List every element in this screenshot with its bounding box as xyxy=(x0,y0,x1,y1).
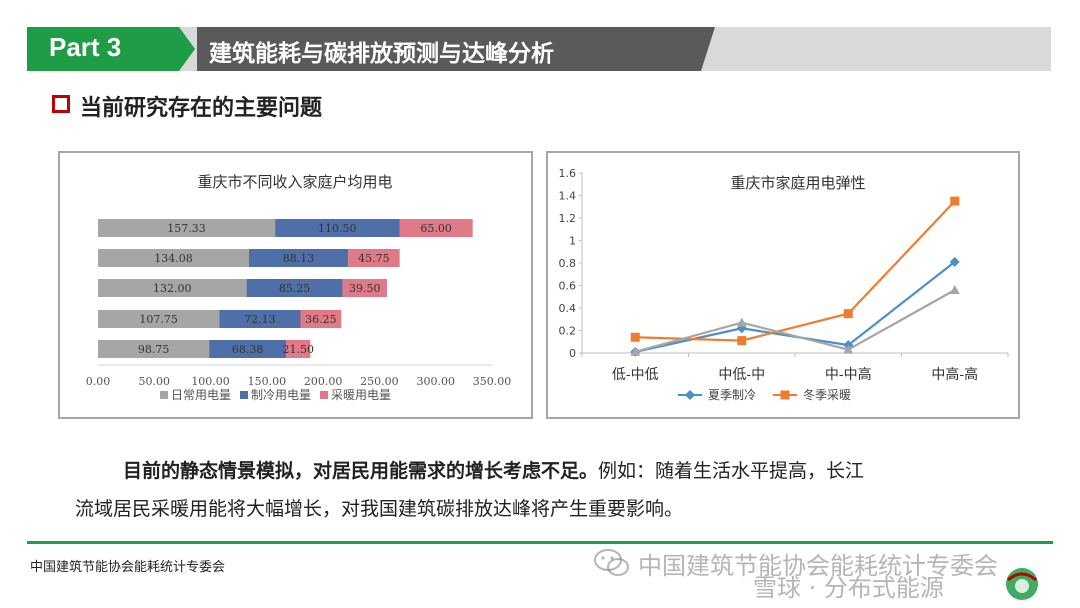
bar-segment xyxy=(248,249,349,267)
x-tick-label: 150.00 xyxy=(248,375,287,388)
point-marker xyxy=(737,336,747,346)
series-line xyxy=(634,289,956,353)
bar-segment xyxy=(98,310,220,328)
legend-swatch xyxy=(160,391,168,399)
elasticity-line-chart: 0 0.2 0.4 0.6 0.8 1 1.2 1.4 1.6 低-中低 中低-中 中-中高 中高-高 重… xyxy=(559,167,1009,402)
bar-data-label: 85.25 xyxy=(279,282,311,295)
bar-data-label: 68.38 xyxy=(232,343,264,356)
y-tick-label: 0.8 xyxy=(559,257,577,270)
part-label: Part 3 xyxy=(49,32,122,62)
bar-segment xyxy=(300,310,342,328)
title-bar: 建筑能耗与碳排放预测与达峰分析 xyxy=(197,27,701,71)
part-arrow xyxy=(179,27,195,71)
y-tick-label: 0.4 xyxy=(559,302,577,315)
point-marker xyxy=(780,390,790,400)
stacked-bar-chart: 重庆市不同收入家庭户均用电 157.33 110.50 65.00 134.08 88.1… xyxy=(86,173,512,402)
point-marker xyxy=(949,285,960,294)
legend-label: 冬季采暖 xyxy=(803,387,851,402)
y-tick-label: 1.6 xyxy=(559,167,577,180)
point-marker xyxy=(630,346,641,356)
series-line xyxy=(635,200,956,342)
bar-segment xyxy=(98,279,247,297)
point-marker xyxy=(685,390,695,400)
x-tick-label: 300.00 xyxy=(416,375,455,388)
y-tick-label: 1 xyxy=(569,235,576,248)
body-paragraph: 目前的静态情景模拟，对居民用能需求的增长考虑不足。例如：随着生活水平提高，长江 … xyxy=(75,452,1015,528)
y-tick-label: 0.6 xyxy=(559,280,577,293)
bar-segment xyxy=(348,249,400,267)
bar-chart-title: 重庆市不同收入家庭户均用电 xyxy=(197,173,392,191)
x-tick-label: 0.00 xyxy=(86,375,111,388)
bar-data-label: 98.75 xyxy=(138,343,170,356)
legend-swatch xyxy=(320,391,328,399)
bar-data-label: 45.75 xyxy=(358,252,390,265)
y-tick-label: 0 xyxy=(569,347,576,360)
x-category-label: 中-中高 xyxy=(825,366,872,383)
legend-swatch xyxy=(240,391,248,399)
body-line2: 流域居民采暖用能将大幅增长，对我国建筑碳排放达峰将产生重要影响。 xyxy=(75,498,684,520)
body-bold: 目前的静态情景模拟，对居民用能需求的增长考虑不足。 xyxy=(123,460,599,482)
bar-data-label: 72.13 xyxy=(244,313,275,326)
y-tick-label: 0.2 xyxy=(559,325,577,338)
x-tick-label: 50.00 xyxy=(139,375,171,388)
part-badge: Part 3 xyxy=(27,27,179,71)
bar-segment xyxy=(275,219,400,237)
x-category-label: 中低-中 xyxy=(718,367,765,383)
bar-data-label: 157.33 xyxy=(167,222,206,235)
y-tick-label: 1.2 xyxy=(559,212,577,225)
line-chart-title: 重庆市家庭用电弹性 xyxy=(730,174,865,192)
x-category-label: 低-中低 xyxy=(612,367,659,383)
bar-data-label: 65.00 xyxy=(420,222,452,235)
watermark: 中国建筑节能协会能耗统计专委会 雪球 · 分布式能源 xyxy=(593,544,1063,602)
wechat-icon xyxy=(594,549,629,576)
section-title: 建筑能耗与碳排放预测与达峰分析 xyxy=(209,41,554,67)
legend-label: 日常用电量 xyxy=(171,388,231,402)
bar-data-label: 107.75 xyxy=(139,313,178,326)
legend-label: 采暖用电量 xyxy=(331,388,391,402)
y-tick-label: 1.4 xyxy=(559,190,577,203)
bar-segment xyxy=(342,279,388,297)
association-logo xyxy=(1006,568,1038,600)
footer-org: 中国建筑节能协会能耗统计专委会 xyxy=(30,560,226,575)
bar-data-label: 21.50 xyxy=(282,343,314,356)
bar-segment xyxy=(98,219,276,237)
x-category-label: 中高-高 xyxy=(931,366,978,383)
body-rest: 例如：随着生活水平提高，长江 xyxy=(598,460,865,482)
section-header: Part 3 建筑能耗与碳排放预测与达峰分析 xyxy=(27,27,1051,71)
bar-data-label: 88.13 xyxy=(283,252,315,265)
square-bullet-icon xyxy=(52,95,70,113)
bar-segment xyxy=(286,340,311,358)
watermark-xueqiu: 雪球 · 分布式能源 xyxy=(753,574,944,602)
point-marker xyxy=(736,317,747,327)
point-marker xyxy=(950,196,960,206)
bar-segment xyxy=(209,340,287,358)
footer-divider xyxy=(27,541,1053,544)
line-chart-panel: 0 0.2 0.4 0.6 0.8 1 1.2 1.4 1.6 低-中低 中低-中 中-中高 中高-高 重… xyxy=(546,151,1020,419)
bar-segment xyxy=(399,219,473,237)
point-marker xyxy=(630,332,640,342)
title-bar-edge xyxy=(701,27,715,71)
bar-data-label: 36.25 xyxy=(305,313,337,326)
x-tick-label: 250.00 xyxy=(360,375,399,388)
point-marker xyxy=(843,344,854,354)
bar-segment xyxy=(219,310,301,328)
bar-data-label: 110.50 xyxy=(318,222,357,235)
point-marker xyxy=(843,309,853,319)
x-tick-label: 350.00 xyxy=(473,375,512,388)
bar-data-label: 134.08 xyxy=(154,252,193,265)
subtitle-text: 当前研究存在的主要问题 xyxy=(80,95,323,121)
watermark-org: 中国建筑节能协会能耗统计专委会 xyxy=(638,552,998,580)
point-marker xyxy=(949,256,960,267)
x-tick-label: 200.00 xyxy=(304,375,343,388)
x-tick-label: 100.00 xyxy=(191,375,230,388)
bar-segment xyxy=(246,279,343,297)
bar-segment xyxy=(98,340,210,358)
bar-data-label: 39.50 xyxy=(349,282,381,295)
bar-segment xyxy=(98,249,249,267)
bar-data-label: 132.00 xyxy=(153,282,192,295)
legend-label: 制冷用电量 xyxy=(251,388,311,402)
bar-chart-panel: 重庆市不同收入家庭户均用电 157.33 110.50 65.00 134.08 88.1… xyxy=(58,151,533,419)
legend-label: 夏季制冷 xyxy=(708,388,756,402)
